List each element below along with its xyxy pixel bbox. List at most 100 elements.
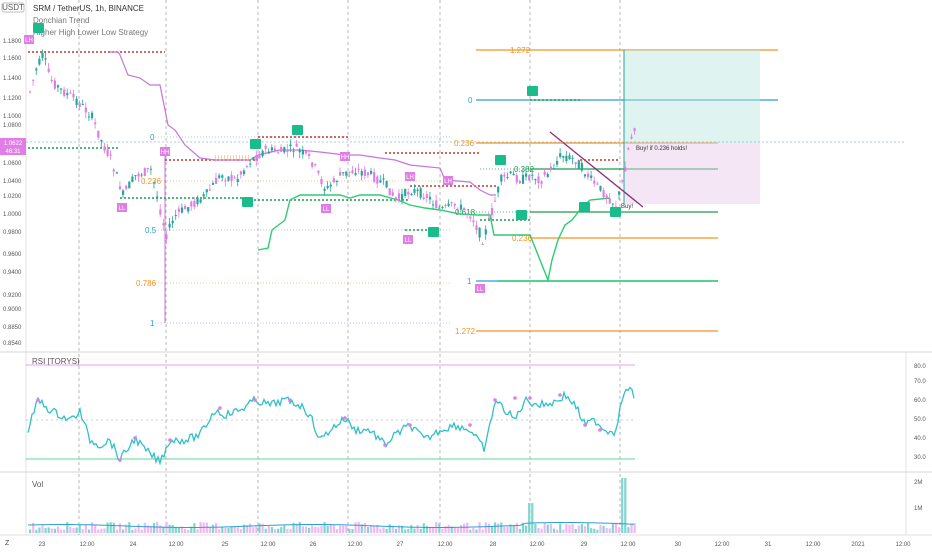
volume-bar (574, 529, 577, 533)
candle-body (339, 172, 342, 176)
candle-body (143, 167, 146, 176)
rsi-line[interactable] (27, 386, 635, 466)
candle-body (146, 167, 149, 170)
volume-bar (208, 526, 211, 533)
price-tick: 0.8850 (3, 325, 22, 331)
candle-body (304, 151, 308, 154)
pivot-label: LL (405, 238, 412, 244)
volume-bar (506, 526, 509, 533)
candle-body (360, 171, 363, 176)
candle-body (94, 122, 97, 125)
candle-body (484, 229, 487, 235)
volume-bar (53, 528, 56, 533)
candle-body (577, 160, 580, 169)
candle-body (382, 178, 385, 180)
rsi-pivot-dot (383, 443, 387, 447)
fib-retracement-middle[interactable]: 0.382 0.618 (455, 165, 540, 217)
trade-markers[interactable] (33, 23, 621, 237)
time-tick: 12:00 (714, 542, 730, 548)
time-tick: 12:00 (79, 542, 95, 548)
price-tick: 0.8540 (3, 341, 22, 347)
symbol-title[interactable]: SRM / TetherUS, 1h, BINANCE (33, 4, 144, 13)
indicator-donchian[interactable]: Donchian Trend (33, 16, 89, 25)
volume-bar (518, 529, 521, 533)
volume-bar (543, 523, 546, 533)
volume-bar (159, 525, 162, 533)
time-tick: 12:00 (347, 542, 363, 548)
candle-body (549, 166, 552, 169)
volume-bar (187, 529, 190, 533)
candle-body (236, 178, 239, 182)
candle-body (156, 196, 159, 199)
annotation-buy-if[interactable]: Buy! if 0.236 holds! (636, 146, 687, 152)
candle-body (611, 203, 614, 205)
candle-body (255, 155, 258, 161)
volume-bar (32, 523, 35, 533)
volume-bar (450, 526, 453, 533)
indicator-hhll-strategy[interactable]: Higher High Lower Low Strategy (33, 28, 148, 37)
candle-body (258, 153, 261, 159)
rsi-pane[interactable]: RSI [TORYS] 80.0 70.0 60.0 50.0 40.0 30.0 (26, 357, 926, 466)
fib-level-label: 0 (150, 133, 155, 142)
volume-bar (363, 523, 366, 533)
volume-axis: 2M 1M (914, 480, 922, 512)
volume-bar (630, 523, 633, 533)
currency-badge[interactable]: USDT (1, 2, 25, 13)
candle-body (211, 183, 215, 185)
candle-body (184, 206, 187, 210)
rsi-tick: 40.0 (914, 436, 926, 442)
annotation-buy[interactable]: Buy! (621, 204, 633, 210)
candle-body (283, 147, 286, 153)
time-tick: 31 (765, 542, 772, 548)
long-position-tool[interactable] (623, 50, 760, 204)
volume-bar (103, 528, 106, 533)
price-tick: 1.0600 (3, 161, 22, 167)
time-axis-corner[interactable]: Z (5, 540, 10, 547)
candle-body (401, 194, 404, 201)
volume-title[interactable]: Vol (32, 480, 43, 489)
candle-body (562, 156, 565, 158)
candle-body (503, 174, 506, 177)
volume-bar (549, 523, 552, 533)
volume-bar (481, 529, 484, 533)
candle-body (44, 58, 47, 60)
fib-level-label: 0.618 (455, 208, 476, 217)
time-axis[interactable]: 23 12:00 24 12:00 25 12:00 26 12:00 27 12:00 28 12:… (39, 542, 912, 548)
downtrend-line[interactable] (549, 131, 644, 208)
candle-body (472, 220, 475, 223)
rsi-title[interactable]: RSI [TORYS] (32, 357, 79, 366)
candle-body (329, 184, 332, 187)
current-price-label: 1.0622 46:31 (0, 138, 26, 155)
time-tick: 23 (39, 542, 46, 548)
candle-body (357, 168, 360, 170)
volume-bar (286, 528, 289, 533)
time-tick: 29 (581, 542, 588, 548)
rsi-pivot-dot (528, 396, 532, 400)
volume-bar (611, 523, 614, 533)
rsi-tick: 80.0 (914, 364, 926, 370)
price-tick: 1.1800 (3, 39, 22, 45)
candle-body (630, 136, 633, 139)
candlestick-series[interactable] (29, 49, 636, 245)
volume-bar (227, 527, 230, 533)
volume-bar (444, 526, 447, 533)
candle-body (60, 88, 63, 90)
volume-bar (370, 525, 373, 533)
volume-bar (568, 524, 571, 533)
candle-body (404, 189, 407, 196)
candle-body (81, 104, 84, 106)
candle-body (97, 130, 100, 138)
volume-bar (562, 529, 565, 533)
candle-body (466, 213, 469, 215)
price-tick: 1.0800 (3, 123, 22, 129)
volume-bar (531, 503, 534, 533)
volume-bar (627, 527, 630, 533)
candle-body (314, 164, 317, 166)
price-tick: 1.0000 (3, 212, 22, 218)
volume-pane[interactable]: Vol 2M 1M (27, 478, 922, 533)
donchian-lower-band[interactable] (257, 194, 611, 283)
candle-body (565, 155, 568, 162)
candle-body (633, 128, 636, 132)
price-axis[interactable]: 1.1800 1.1600 1.1400 1.1200 1.1000 1.0800 1.06… (3, 39, 22, 347)
